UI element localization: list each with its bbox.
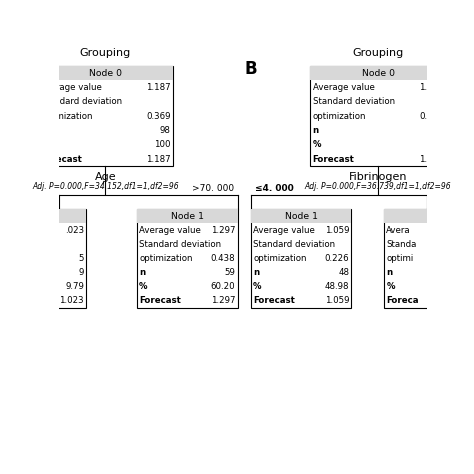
Text: Average value: Average value bbox=[253, 226, 315, 235]
Bar bbox=[9, 210, 86, 223]
Text: Standard deviation: Standard deviation bbox=[313, 97, 395, 106]
Bar bbox=[384, 210, 469, 308]
Text: Average value: Average value bbox=[313, 83, 374, 92]
Text: 1.023: 1.023 bbox=[59, 296, 84, 305]
Text: Node 1: Node 1 bbox=[171, 212, 204, 221]
Text: Standard deviation: Standard deviation bbox=[40, 97, 122, 106]
Text: %: % bbox=[139, 282, 147, 291]
Text: Forecast: Forecast bbox=[253, 296, 295, 305]
Text: 48: 48 bbox=[338, 268, 349, 277]
Text: 1.187: 1.187 bbox=[146, 155, 171, 164]
Text: Node 0: Node 0 bbox=[89, 69, 122, 78]
Text: Average value: Average value bbox=[40, 83, 102, 92]
Text: 1.059: 1.059 bbox=[325, 296, 349, 305]
Text: Age: Age bbox=[94, 173, 116, 182]
Bar bbox=[384, 210, 469, 223]
Text: 100: 100 bbox=[427, 140, 444, 149]
Text: 1.297: 1.297 bbox=[210, 226, 235, 235]
Text: B: B bbox=[245, 60, 257, 78]
Text: >70. 000: >70. 000 bbox=[191, 184, 234, 193]
Text: Standa: Standa bbox=[386, 240, 417, 249]
Text: Forecast: Forecast bbox=[40, 155, 82, 164]
Text: Adj. P=0.000,F=34.152,df1=1,df2=96: Adj. P=0.000,F=34.152,df1=1,df2=96 bbox=[32, 182, 179, 191]
Text: %: % bbox=[313, 140, 321, 149]
Text: Node 1: Node 1 bbox=[284, 212, 318, 221]
Text: Fibrinogen: Fibrinogen bbox=[349, 173, 408, 182]
Text: 59: 59 bbox=[224, 268, 235, 277]
Text: optimi: optimi bbox=[386, 254, 413, 263]
Text: n: n bbox=[253, 268, 259, 277]
Text: 98: 98 bbox=[160, 126, 171, 135]
Text: ≤4. 000: ≤4. 000 bbox=[255, 184, 293, 193]
Text: Grouping: Grouping bbox=[80, 48, 131, 58]
Text: 1.187: 1.187 bbox=[419, 155, 444, 164]
Text: n: n bbox=[313, 126, 319, 135]
Text: Forecast: Forecast bbox=[139, 296, 181, 305]
Text: 100: 100 bbox=[155, 140, 171, 149]
Text: Standard deviation: Standard deviation bbox=[253, 240, 335, 249]
Text: optimization: optimization bbox=[139, 254, 192, 263]
Text: optimization: optimization bbox=[40, 111, 93, 120]
Text: n: n bbox=[386, 268, 392, 277]
Text: 0.226: 0.226 bbox=[325, 254, 349, 263]
Bar bbox=[137, 210, 237, 223]
Text: Adj. P=0.000,F=36.739,df1=1,df2=96: Adj. P=0.000,F=36.739,df1=1,df2=96 bbox=[305, 182, 451, 191]
Text: 60.20: 60.20 bbox=[210, 282, 235, 291]
Bar bbox=[310, 66, 446, 166]
Text: 1.187: 1.187 bbox=[146, 83, 171, 92]
Text: Forecast: Forecast bbox=[313, 155, 355, 164]
Text: Avera: Avera bbox=[386, 226, 411, 235]
Bar bbox=[37, 66, 173, 166]
Text: Grouping: Grouping bbox=[353, 48, 404, 58]
Text: Average value: Average value bbox=[139, 226, 201, 235]
Text: 1.187: 1.187 bbox=[419, 83, 444, 92]
Bar bbox=[37, 66, 173, 80]
Text: optimization: optimization bbox=[253, 254, 307, 263]
Bar bbox=[137, 210, 237, 308]
Bar bbox=[251, 210, 351, 308]
Text: 0.438: 0.438 bbox=[210, 254, 235, 263]
Text: %: % bbox=[386, 282, 395, 291]
Bar bbox=[9, 210, 86, 308]
Text: n: n bbox=[139, 268, 145, 277]
Text: 1.059: 1.059 bbox=[325, 226, 349, 235]
Text: optimization: optimization bbox=[313, 111, 366, 120]
Text: Node 0: Node 0 bbox=[362, 69, 395, 78]
Text: 9.79: 9.79 bbox=[65, 282, 84, 291]
Text: 0.369: 0.369 bbox=[146, 111, 171, 120]
Bar bbox=[310, 66, 446, 80]
Text: 0.369: 0.369 bbox=[419, 111, 444, 120]
Text: 48.98: 48.98 bbox=[325, 282, 349, 291]
Text: %: % bbox=[253, 282, 262, 291]
Text: Foreca: Foreca bbox=[386, 296, 419, 305]
Text: Standard deviation: Standard deviation bbox=[139, 240, 221, 249]
Text: 5: 5 bbox=[79, 254, 84, 263]
Text: 98: 98 bbox=[433, 126, 444, 135]
Bar bbox=[251, 210, 351, 223]
Text: .023: .023 bbox=[65, 226, 84, 235]
Text: 9: 9 bbox=[79, 268, 84, 277]
Text: 1.297: 1.297 bbox=[210, 296, 235, 305]
